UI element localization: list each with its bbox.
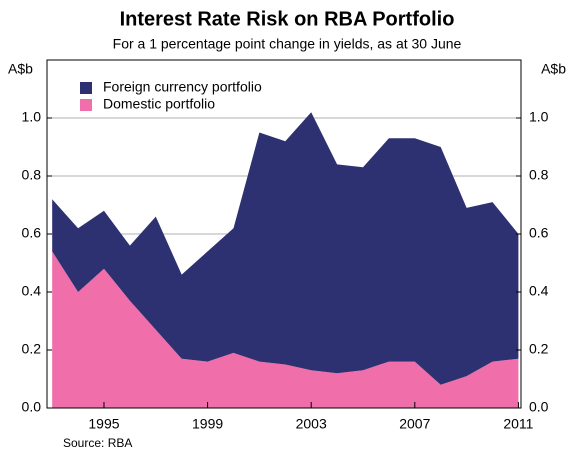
legend-label: Domestic portfolio xyxy=(103,96,215,112)
y-tick-label: 1.0 xyxy=(22,109,42,125)
chart-title: Interest Rate Risk on RBA Portfolio xyxy=(120,8,455,30)
y2-tick-label: 0.8 xyxy=(529,167,549,183)
y2-tick-label: 0.2 xyxy=(529,341,549,357)
y2-tick-label: 0.4 xyxy=(529,283,549,299)
y-tick-label: 0.8 xyxy=(22,167,42,183)
area xyxy=(52,112,519,385)
x-tick-label: 1999 xyxy=(192,416,223,432)
legend-swatch xyxy=(80,99,92,111)
x-tick-label: 2007 xyxy=(399,416,430,432)
source: Source: RBA xyxy=(63,436,132,450)
x-tick-label: 2003 xyxy=(296,416,327,432)
y-tick-label: 0.0 xyxy=(22,399,42,415)
area xyxy=(52,251,519,408)
plot-frame xyxy=(46,59,522,409)
y-tick-label: 0.2 xyxy=(22,341,42,357)
y2-unit-label: A$b xyxy=(541,61,566,77)
y-tick-label: 0.6 xyxy=(22,225,42,241)
y-tick-label: 0.4 xyxy=(22,283,42,299)
y2-tick-label: 0.6 xyxy=(529,225,549,241)
x-tick-label: 2011 xyxy=(503,416,533,432)
y-unit-label: A$b xyxy=(8,61,33,77)
legend-swatch xyxy=(80,82,92,94)
x-tick-label: 1995 xyxy=(88,416,119,432)
legend-label: Foreign currency portfolio xyxy=(103,79,262,95)
y2-tick-label: 1.0 xyxy=(529,109,549,125)
chart-subtitle: For a 1 percentage point change in yield… xyxy=(113,36,462,52)
y2-tick-label: 0.0 xyxy=(529,399,549,415)
